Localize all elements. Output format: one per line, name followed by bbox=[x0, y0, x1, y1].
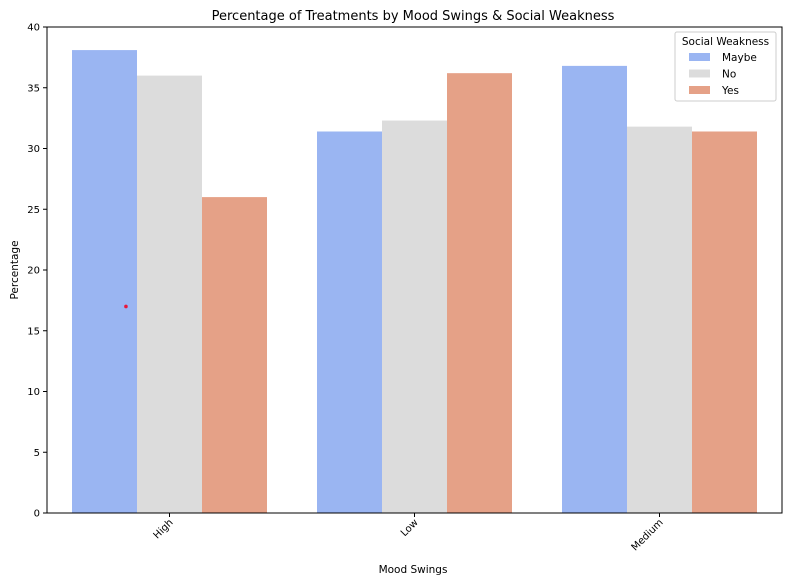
legend-label-no: No bbox=[722, 69, 736, 81]
y-tick-label: 0 bbox=[34, 509, 40, 520]
y-axis-label: Percentage bbox=[9, 240, 21, 299]
bar-medium-maybe bbox=[562, 65, 627, 513]
bar-high-yes bbox=[202, 197, 267, 513]
y-tick-label: 20 bbox=[27, 266, 40, 277]
chart-title: Percentage of Treatments by Mood Swings … bbox=[212, 9, 615, 24]
bar-medium-yes bbox=[692, 131, 757, 514]
legend-title: Social Weakness bbox=[682, 36, 769, 48]
y-tick-label: 10 bbox=[27, 387, 40, 398]
bar-high-maybe bbox=[72, 50, 137, 514]
y-axis: 0 5 10 15 20 25 30 35 40 bbox=[27, 23, 47, 520]
bar-low-maybe bbox=[317, 131, 382, 514]
x-tick-label-medium: Medium bbox=[630, 517, 666, 553]
annotation-point bbox=[124, 304, 128, 309]
x-tick-label-high: High bbox=[152, 517, 176, 541]
bar-low-no bbox=[382, 120, 447, 514]
legend: Social Weakness Maybe No Yes bbox=[674, 31, 777, 102]
legend-label-maybe: Maybe bbox=[722, 52, 757, 64]
legend-swatch-no bbox=[689, 69, 710, 78]
y-tick-label: 30 bbox=[27, 144, 40, 155]
bar-medium-no bbox=[627, 126, 692, 513]
y-tick-label: 40 bbox=[27, 23, 40, 34]
plot-area bbox=[46, 26, 783, 514]
legend-box bbox=[674, 31, 777, 102]
y-tick-label: 35 bbox=[27, 83, 40, 94]
legend-swatch-maybe bbox=[689, 53, 710, 61]
legend-label-yes: Yes bbox=[721, 85, 739, 97]
legend-swatch-yes bbox=[689, 86, 710, 94]
y-tick-label: 15 bbox=[27, 326, 40, 337]
bar-high-no bbox=[137, 75, 202, 513]
y-tick-label: 25 bbox=[27, 205, 40, 216]
x-tick-label-low: Low bbox=[399, 517, 421, 539]
y-tick-label: 5 bbox=[34, 448, 40, 459]
bar-low-yes bbox=[447, 73, 512, 514]
x-axis-label: Mood Swings bbox=[379, 564, 448, 576]
x-axis: High Low Medium bbox=[152, 513, 666, 553]
